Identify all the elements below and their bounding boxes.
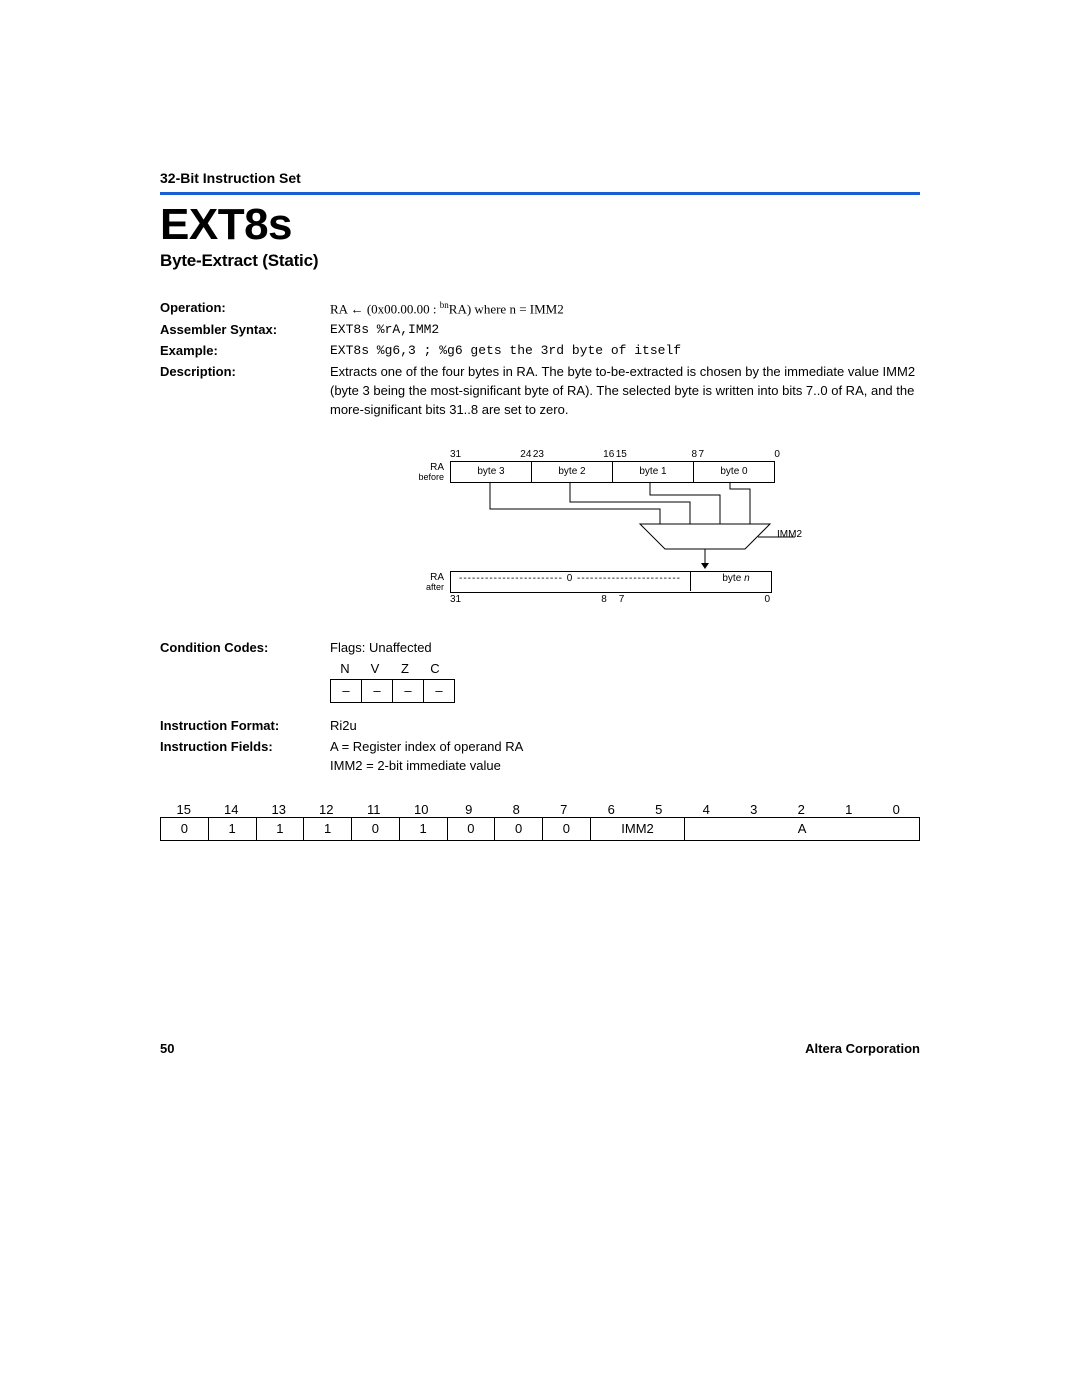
format-row: Instruction Format: Ri2u — [160, 717, 920, 736]
condition-codes-label: Condition Codes: — [160, 639, 330, 703]
example-label: Example: — [160, 342, 330, 361]
description-value: Extracts one of the four bytes in RA. Th… — [330, 363, 920, 420]
imm2-label: IMM2 — [777, 529, 802, 540]
assembler-row: Assembler Syntax: EXT8s %rA,IMM2 — [160, 321, 920, 340]
corporation: Altera Corporation — [805, 1041, 920, 1056]
example-value: EXT8s %g6,3 ; %g6 gets the 3rd byte of i… — [330, 342, 920, 361]
description-row: Description: Extracts one of the four by… — [160, 363, 920, 420]
condition-codes-row: Condition Codes: Flags: Unaffected N V Z… — [160, 639, 920, 703]
fields-value: A = Register index of operand RA IMM2 = … — [330, 738, 920, 776]
section-header: 32-Bit Instruction Set — [160, 170, 920, 186]
example-row: Example: EXT8s %g6,3 ; %g6 gets the 3rd … — [160, 342, 920, 361]
after-byte: byte n — [700, 573, 772, 584]
after-bits: 31 8 7 0 — [450, 594, 770, 605]
operation-label: Operation: — [160, 299, 330, 319]
description-label: Description: — [160, 363, 330, 420]
fields-row: Instruction Fields: A = Register index o… — [160, 738, 920, 776]
ra-after-label: RA after — [400, 573, 444, 593]
operation-value: RA ← (0x00.00.00 : bnRA) where n = IMM2 — [330, 299, 920, 319]
page-number: 50 — [160, 1041, 174, 1056]
instruction-title: EXT8s — [160, 203, 920, 247]
encoding-table: 15 14 13 12 11 10 9 8 7 6 5 4 3 2 1 0 0 … — [160, 802, 920, 841]
encoding-bit-numbers: 15 14 13 12 11 10 9 8 7 6 5 4 3 2 1 0 — [160, 802, 920, 817]
encoding-cells: 0 1 1 1 0 1 0 0 0 IMM2 A — [160, 817, 920, 841]
page: 32-Bit Instruction Set EXT8s Byte-Extrac… — [0, 0, 1080, 1116]
format-label: Instruction Format: — [160, 717, 330, 736]
header-rule — [160, 192, 920, 195]
assembler-label: Assembler Syntax: — [160, 321, 330, 340]
instruction-subtitle: Byte-Extract (Static) — [160, 251, 920, 271]
page-footer: 50 Altera Corporation — [160, 1041, 920, 1056]
flags-table: N V Z C – – – – — [330, 660, 920, 703]
condition-codes-value: Flags: Unaffected N V Z C – – – – — [330, 639, 920, 703]
operation-row: Operation: RA ← (0x00.00.00 : bnRA) wher… — [160, 299, 920, 319]
format-value: Ri2u — [330, 717, 920, 736]
byte-extract-diagram: 31 24 23 16 15 8 7 0 RA before byte 3 by… — [400, 449, 800, 619]
after-zero: ------------------------ 0 -------------… — [450, 573, 690, 584]
assembler-value: EXT8s %rA,IMM2 — [330, 321, 920, 340]
fields-label: Instruction Fields: — [160, 738, 330, 776]
